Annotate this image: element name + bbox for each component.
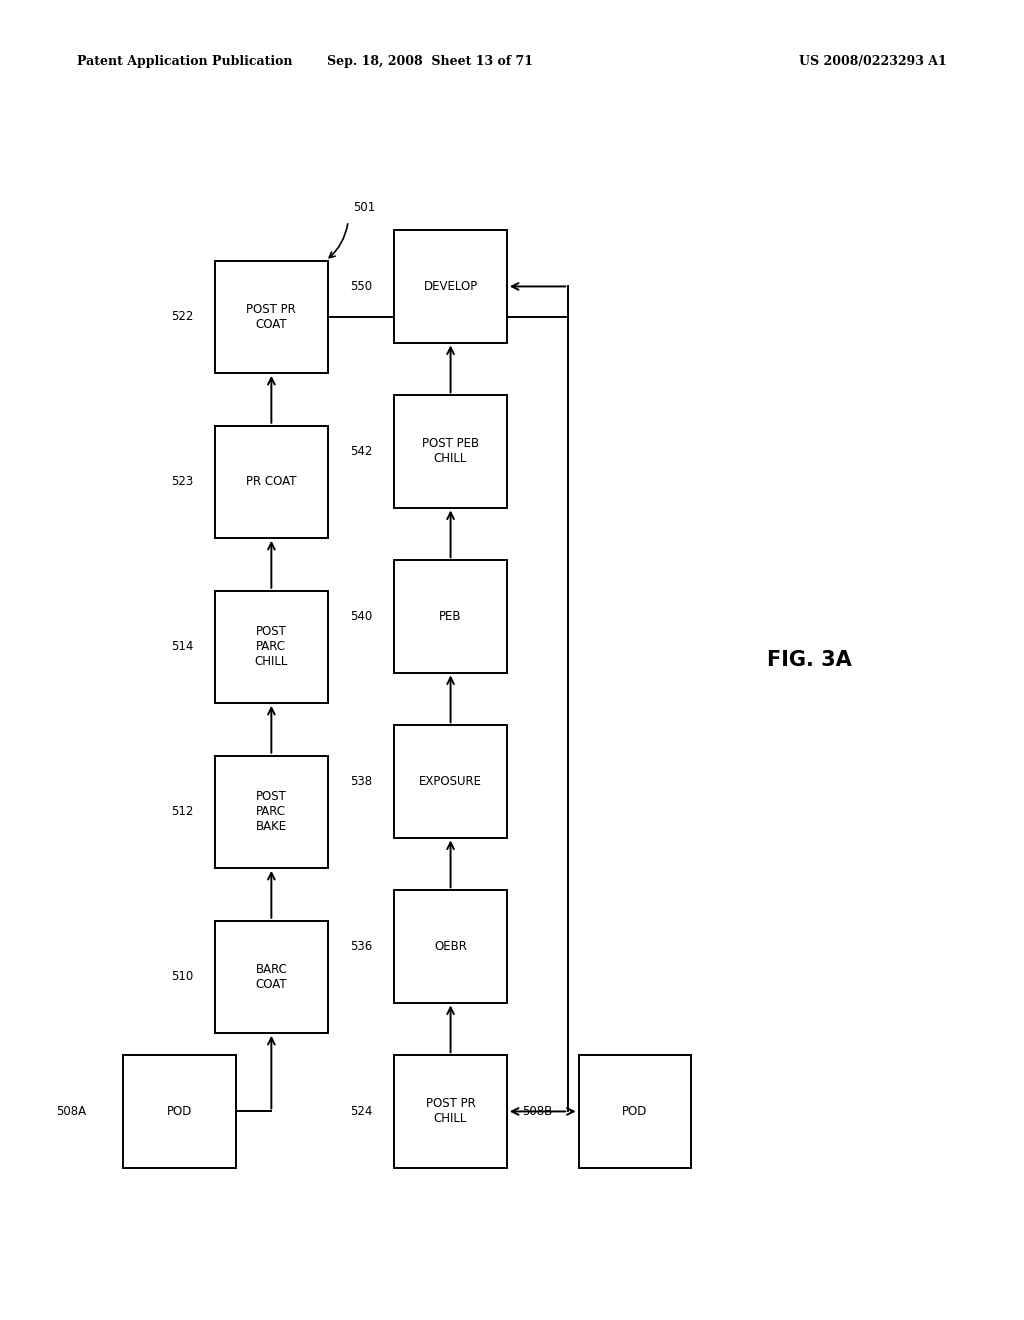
Text: 508B: 508B: [522, 1105, 553, 1118]
Bar: [215, 425, 328, 539]
Text: BARC
COAT: BARC COAT: [255, 962, 288, 991]
Text: 501: 501: [353, 202, 376, 214]
Bar: [394, 230, 507, 342]
Bar: [215, 261, 328, 372]
Text: PEB: PEB: [439, 610, 462, 623]
Text: EXPOSURE: EXPOSURE: [419, 775, 482, 788]
Text: POD: POD: [623, 1105, 647, 1118]
Bar: [215, 921, 328, 1032]
Text: 508A: 508A: [56, 1105, 86, 1118]
Text: POST PR
COAT: POST PR COAT: [247, 302, 296, 331]
Text: POST PR
CHILL: POST PR CHILL: [426, 1097, 475, 1126]
Text: POST PEB
CHILL: POST PEB CHILL: [422, 437, 479, 466]
Text: 538: 538: [350, 775, 373, 788]
Text: FIG. 3A: FIG. 3A: [767, 649, 851, 671]
Bar: [394, 560, 507, 672]
Bar: [579, 1056, 691, 1168]
Text: 536: 536: [350, 940, 373, 953]
Text: 542: 542: [350, 445, 373, 458]
Text: 540: 540: [350, 610, 373, 623]
Text: POST
PARC
CHILL: POST PARC CHILL: [255, 626, 288, 668]
Text: 510: 510: [171, 970, 194, 983]
Text: POD: POD: [167, 1105, 191, 1118]
Text: Sep. 18, 2008  Sheet 13 of 71: Sep. 18, 2008 Sheet 13 of 71: [327, 55, 534, 69]
Text: DEVELOP: DEVELOP: [424, 280, 477, 293]
Text: US 2008/0223293 A1: US 2008/0223293 A1: [800, 55, 947, 69]
Bar: [394, 1056, 507, 1168]
Text: 512: 512: [171, 805, 194, 818]
Text: OEBR: OEBR: [434, 940, 467, 953]
Text: PR COAT: PR COAT: [246, 475, 297, 488]
Bar: [394, 396, 507, 507]
Bar: [215, 591, 328, 702]
Text: 522: 522: [171, 310, 194, 323]
Bar: [394, 891, 507, 1003]
Text: Patent Application Publication: Patent Application Publication: [77, 55, 292, 69]
Bar: [394, 726, 507, 838]
Bar: [123, 1056, 236, 1168]
Text: 523: 523: [171, 475, 194, 488]
Text: POST
PARC
BAKE: POST PARC BAKE: [256, 791, 287, 833]
Text: 524: 524: [350, 1105, 373, 1118]
Text: 514: 514: [171, 640, 194, 653]
Bar: [215, 755, 328, 869]
Text: 550: 550: [350, 280, 373, 293]
